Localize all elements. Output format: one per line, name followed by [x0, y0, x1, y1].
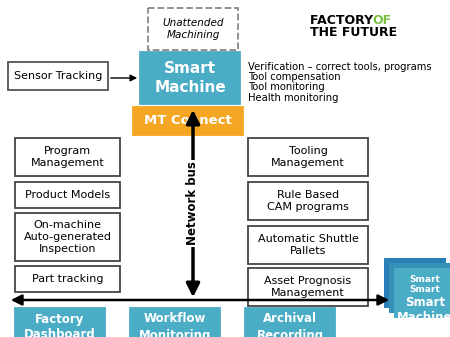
Bar: [248, 182, 368, 220]
Text: Tool compensation: Tool compensation: [248, 72, 341, 82]
Text: Program
Management: Program Management: [31, 146, 104, 168]
Bar: [248, 138, 368, 176]
Text: Network bus: Network bus: [186, 161, 199, 245]
Bar: [8, 62, 108, 90]
Bar: [389, 263, 450, 313]
Text: Health monitoring: Health monitoring: [248, 93, 338, 102]
Text: MT Connect: MT Connect: [144, 115, 232, 127]
Bar: [248, 226, 368, 264]
Text: Smart
Machine: Smart Machine: [154, 61, 226, 95]
Text: Part tracking: Part tracking: [32, 274, 103, 284]
Bar: [15, 182, 120, 208]
Text: Smart
Smart: Smart Smart: [410, 275, 441, 295]
Bar: [140, 52, 240, 104]
Text: Automatic Shuttle
Pallets: Automatic Shuttle Pallets: [257, 234, 359, 256]
Text: Workflow
Monitoring: Workflow Monitoring: [139, 312, 211, 337]
Bar: [15, 213, 120, 261]
Bar: [384, 258, 446, 308]
Text: Product Models: Product Models: [25, 190, 110, 200]
Text: Archival
Recording: Archival Recording: [256, 312, 324, 337]
Text: Asset Prognosis
Management: Asset Prognosis Management: [265, 276, 351, 298]
Text: THE FUTURE: THE FUTURE: [310, 26, 397, 39]
Bar: [394, 268, 450, 318]
Text: Factory
Dashboard: Factory Dashboard: [24, 312, 96, 337]
Text: OF: OF: [372, 14, 391, 27]
Text: Tool monitoring: Tool monitoring: [248, 83, 325, 92]
Text: On-machine
Auto-generated
Inspection: On-machine Auto-generated Inspection: [23, 220, 112, 254]
Bar: [15, 138, 120, 176]
Text: Rule Based
CAM programs: Rule Based CAM programs: [267, 190, 349, 212]
Text: Sensor Tracking: Sensor Tracking: [14, 71, 102, 81]
Bar: [245, 308, 335, 337]
Bar: [248, 268, 368, 306]
Bar: [15, 266, 120, 292]
Bar: [133, 107, 243, 135]
Bar: [148, 8, 238, 50]
Text: Tooling
Management: Tooling Management: [271, 146, 345, 168]
Text: Verification – correct tools, programs: Verification – correct tools, programs: [248, 62, 432, 72]
Text: Unattended
Machining: Unattended Machining: [162, 18, 224, 40]
Bar: [15, 308, 105, 337]
Text: Smart
Machine: Smart Machine: [397, 296, 450, 324]
Text: FACTORY: FACTORY: [310, 14, 378, 27]
Bar: [130, 308, 220, 337]
